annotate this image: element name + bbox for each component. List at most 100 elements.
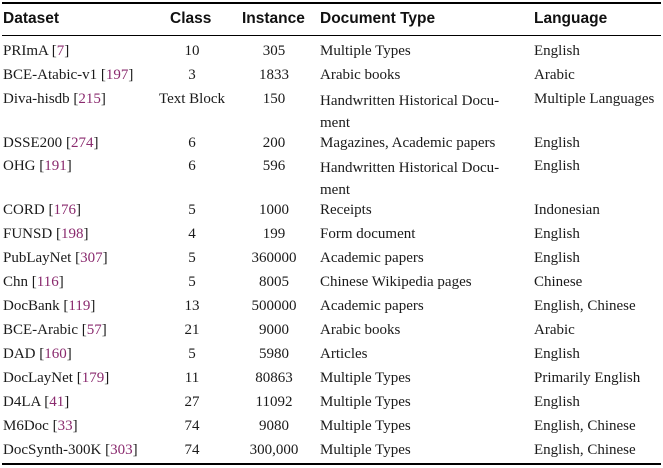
citation-bracket: [ — [72, 370, 82, 386]
class-cell: 5 — [188, 202, 196, 218]
citation-bracket: [ — [97, 67, 106, 83]
citation-link[interactable]: 215 — [78, 91, 101, 107]
class-cell: 74 — [184, 442, 200, 458]
citation-link[interactable]: 179 — [81, 370, 105, 386]
document-type-cell: Handwritten Historical Docu-ment — [320, 160, 500, 198]
citation-bracket: ] — [75, 202, 81, 218]
document-type-cell: Academic papers — [320, 250, 424, 266]
header-rule — [2, 35, 661, 36]
instance-cell: 8005 — [259, 274, 289, 290]
citation-bracket: [ — [59, 298, 69, 314]
citation-bracket: ] — [102, 250, 108, 266]
citation-link[interactable]: 197 — [105, 67, 129, 83]
citation-link[interactable]: 160 — [44, 346, 67, 362]
class-cell: 21 — [184, 322, 200, 338]
citation-bracket: [ — [77, 322, 87, 338]
language-cell: Arabic — [534, 67, 575, 83]
class-cell: 3 — [188, 67, 196, 83]
citation-link[interactable]: 116 — [36, 274, 59, 290]
citation-bracket: [ — [69, 91, 79, 107]
dataset-name: DocSynth-300K — [3, 442, 102, 458]
citation-link[interactable]: 41 — [49, 394, 65, 410]
class-cell: 13 — [184, 298, 200, 314]
dataset-cell: DAD [160] — [3, 345, 72, 364]
citation-bracket: ] — [64, 394, 70, 410]
language-cell: English, Chinese — [534, 298, 636, 314]
header-instance: Instance — [242, 10, 305, 27]
dataset-name: CORD — [3, 202, 45, 218]
citation-bracket: ] — [128, 67, 134, 83]
document-type-cell: Handwritten Historical Docu-ment — [320, 93, 500, 131]
dataset-name: BCE-Atabic-v1 — [3, 67, 98, 83]
document-type-cell: Arabic books — [320, 67, 401, 83]
citation-bracket: [ — [101, 442, 111, 458]
dataset-cell: M6Doc [33] — [3, 417, 78, 436]
citation-link[interactable]: 303 — [110, 442, 133, 458]
dataset-cell: DocBank [119] — [3, 297, 95, 316]
instance-cell: 199 — [262, 226, 286, 242]
citation-bracket: [ — [35, 158, 45, 174]
instance-cell: 305 — [262, 43, 286, 59]
citation-link[interactable]: 7 — [56, 43, 65, 59]
class-cell: 4 — [188, 226, 196, 242]
document-type-cell: Multiple Types — [320, 370, 411, 386]
citation-bracket: [ — [71, 250, 81, 266]
citation-link[interactable]: 307 — [80, 250, 103, 266]
document-type-cell: Magazines, Academic papers — [320, 135, 496, 151]
citation-link[interactable]: 119 — [68, 298, 91, 314]
instance-cell: 1000 — [259, 202, 289, 218]
document-type-cell: Academic papers — [320, 298, 424, 314]
class-cell: 10 — [184, 43, 200, 59]
dataset-cell: DocLayNet [179] — [3, 369, 109, 388]
class-cell: 5 — [188, 250, 196, 266]
language-cell: English — [534, 158, 580, 174]
citation-bracket: ] — [100, 91, 106, 107]
instance-cell: 1833 — [259, 67, 289, 83]
header-document-type: Document Type — [320, 10, 436, 27]
language-cell: Indonesian — [534, 202, 600, 218]
dataset-cell: OHG [191] — [3, 157, 72, 176]
class-cell: 74 — [184, 418, 200, 434]
document-type-cell: Multiple Types — [320, 43, 411, 59]
instance-cell: 150 — [262, 91, 286, 107]
citation-bracket: [ — [35, 346, 45, 362]
dataset-name: OHG — [3, 158, 36, 174]
citation-bracket: ] — [93, 135, 99, 151]
citation-link[interactable]: 33 — [57, 418, 73, 434]
citation-link[interactable]: 57 — [86, 322, 102, 338]
dataset-name: DocBank — [3, 298, 60, 314]
citation-link[interactable]: 191 — [44, 158, 67, 174]
instance-cell: 596 — [262, 158, 286, 174]
citation-link[interactable]: 198 — [60, 226, 84, 242]
language-cell: Arabic — [534, 322, 575, 338]
document-type-cell: Multiple Types — [320, 394, 411, 410]
language-cell: English — [534, 43, 580, 59]
class-cell: 11 — [184, 370, 200, 386]
instance-cell: 9000 — [259, 322, 289, 338]
instance-cell: 9080 — [259, 418, 289, 434]
dataset-cell: DocSynth-300K [303] — [3, 441, 138, 460]
dataset-name: DAD — [3, 346, 36, 362]
instance-cell: 11092 — [255, 394, 293, 410]
dataset-cell: BCE-Arabic [57] — [3, 321, 107, 340]
citation-bracket: ] — [64, 43, 70, 59]
dataset-name: D4LA — [3, 394, 41, 410]
citation-bracket: [ — [62, 135, 71, 151]
dataset-name: DSSE200 — [3, 135, 63, 151]
citation-link[interactable]: 176 — [53, 202, 76, 218]
citation-link[interactable]: 274 — [70, 135, 94, 151]
citation-bracket: [ — [48, 43, 57, 59]
header-language: Language — [534, 10, 608, 27]
header-dataset: Dataset — [3, 10, 59, 27]
document-type-cell: Form document — [320, 226, 416, 242]
citation-bracket: ] — [90, 298, 96, 314]
citation-bracket: ] — [83, 226, 89, 242]
language-cell: English — [534, 346, 580, 362]
dataset-cell: FUNSD [198] — [3, 225, 88, 244]
dataset-cell: D4LA [41] — [3, 393, 69, 412]
dataset-name: M6Doc — [3, 418, 49, 434]
language-cell: English — [534, 250, 580, 266]
dataset-name: PRImA — [3, 43, 49, 59]
class-cell: 27 — [184, 394, 200, 410]
dataset-cell: PubLayNet [307] — [3, 249, 108, 268]
